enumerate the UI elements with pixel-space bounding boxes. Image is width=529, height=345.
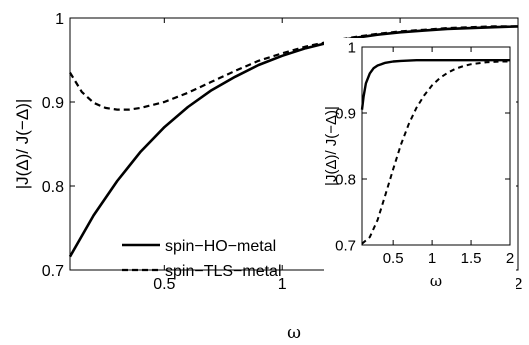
inset-y-tick-label: 0.8 (335, 171, 356, 188)
inset-chart: 0.5 1 1.5 2 0.7 0.8 0.9 1 ω |J(Δ)/ J(−Δ)| (323, 38, 516, 292)
main-x-tick-label: 1 (278, 276, 287, 293)
inset-series-line-solid (360, 59, 510, 110)
legend-label-spin-ho-metal: spin−HO−metal (165, 238, 276, 255)
main-y-tick-label: 0.8 (42, 179, 64, 196)
main-x-axis-label: ω (287, 323, 301, 343)
inset-y-tick-label: 0.7 (335, 237, 356, 254)
main-y-tick-label: 1 (55, 11, 64, 28)
main-y-tick-label: 0.7 (42, 263, 64, 280)
inset-ticks: 0.5 1 1.5 2 0.7 0.8 0.9 1 (335, 39, 514, 267)
inset-x-tick-label: 2 (506, 250, 514, 267)
main-series-line-dashed (69, 25, 518, 111)
main-x-tick-label: 2 (514, 276, 523, 293)
main-y-axis-label: |J(Δ)/ J(−Δ)| (13, 99, 32, 190)
inset-x-axis-label: ω (430, 272, 442, 290)
inset-y-axis-label: |J(Δ)/ J(−Δ)| (323, 106, 340, 186)
main-plot-frame (69, 17, 519, 271)
inset-x-tick-label: 0.5 (383, 250, 404, 267)
main-x-tick-label: 0.5 (153, 276, 175, 293)
legend-label-spin-tls-metal: spin−TLS−metal (165, 263, 282, 280)
inset-plot-frame (361, 46, 511, 246)
inset-y-tick-label: 0.9 (335, 105, 356, 122)
inset-x-tick-label: 1 (428, 250, 436, 267)
inset-series (360, 59, 510, 245)
main-y-tick-label: 0.9 (42, 95, 64, 112)
inset-x-tick-label: 1.5 (461, 250, 482, 267)
legend: spin−HO−metal spin−TLS−metal (122, 238, 282, 280)
main-series (68, 25, 519, 258)
inset-y-tick-label: 1 (348, 39, 356, 56)
